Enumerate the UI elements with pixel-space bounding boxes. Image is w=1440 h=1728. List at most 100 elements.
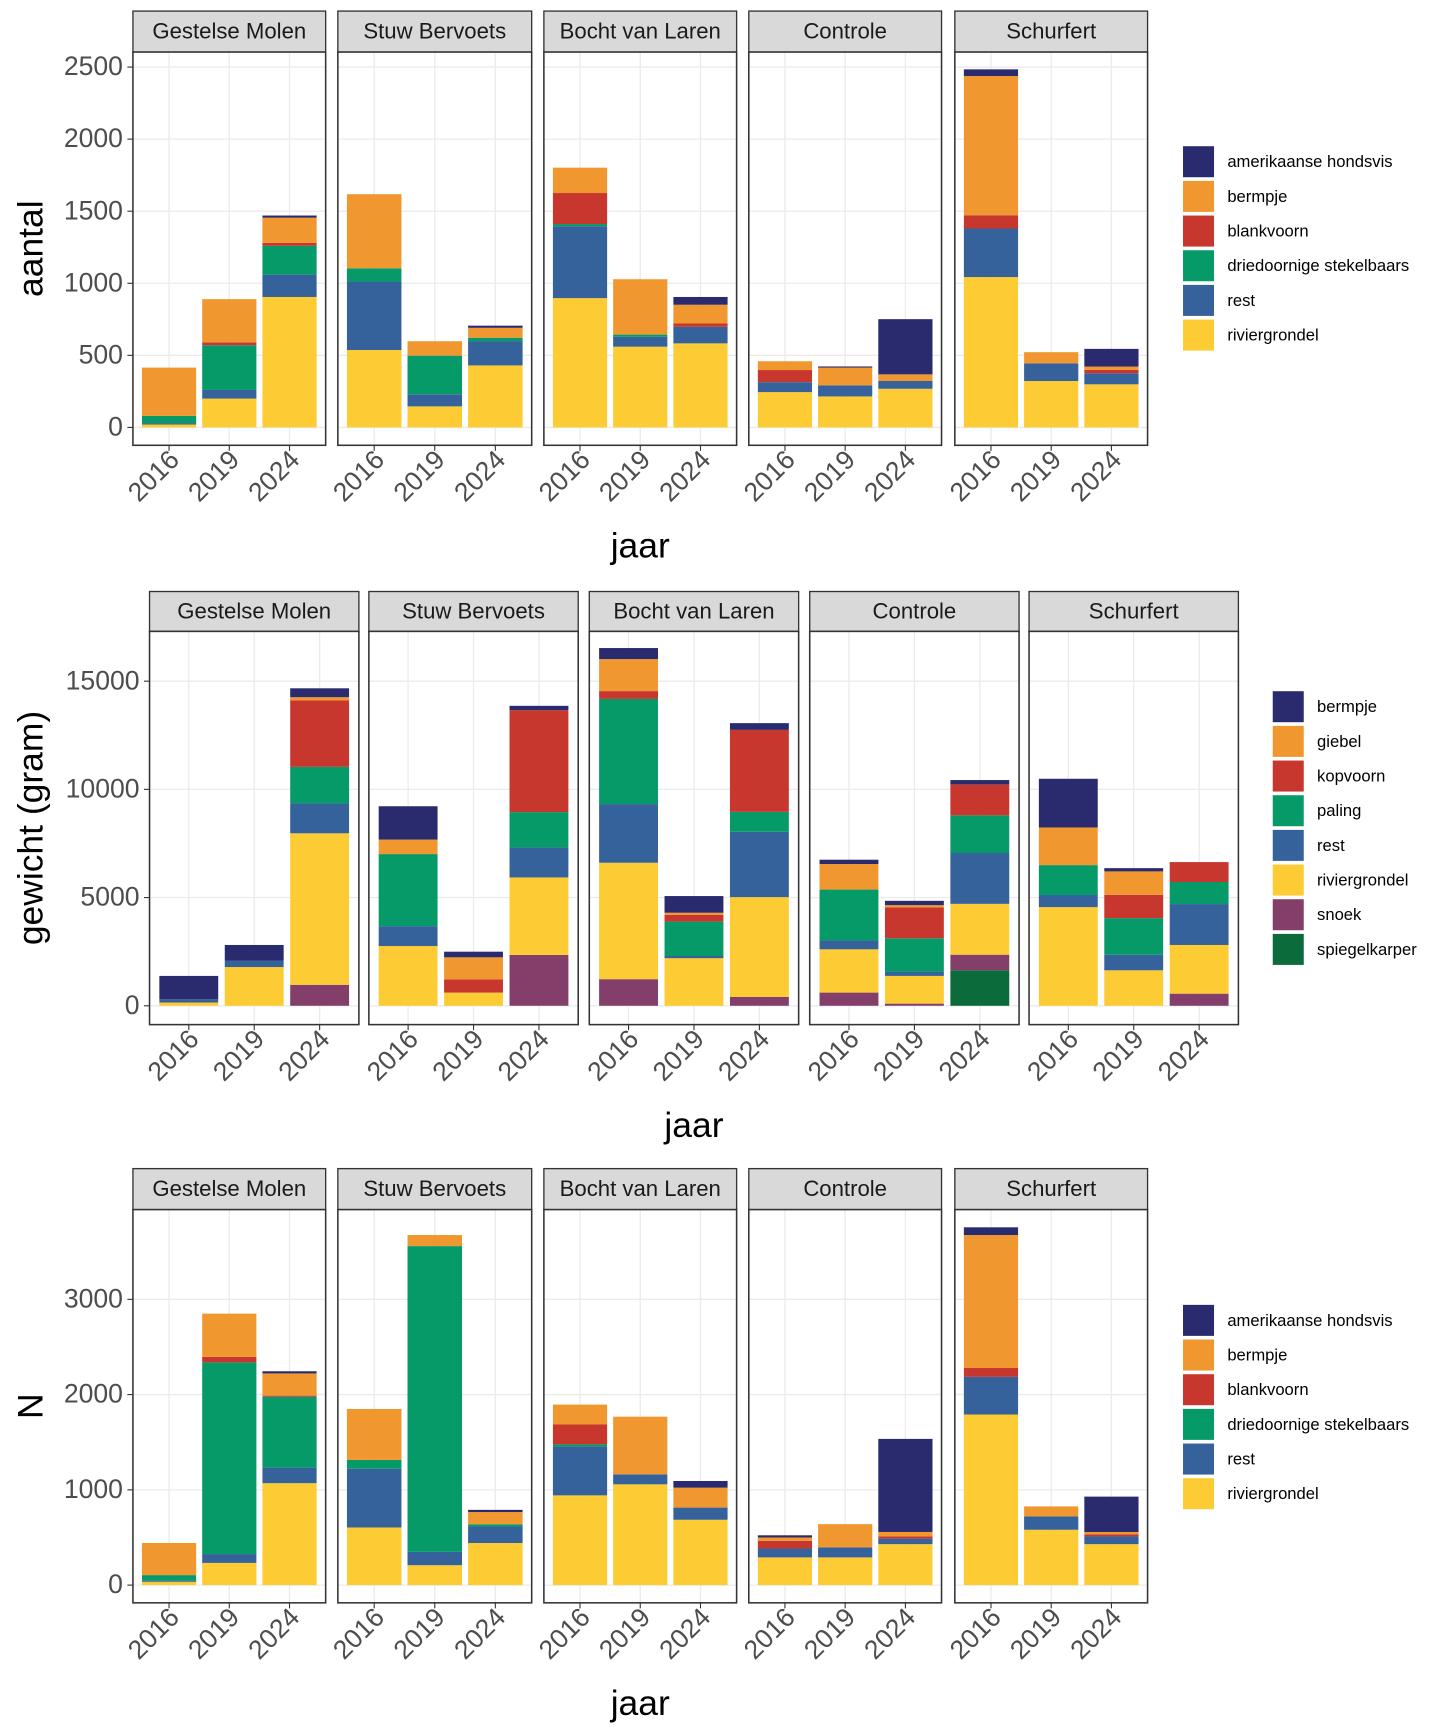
- legend-key: [1272, 760, 1304, 792]
- strip: [337, 1167, 533, 1211]
- bar-segment: [757, 382, 813, 393]
- facet-title: Bocht van Laren: [560, 19, 721, 44]
- bar-segment: [141, 423, 197, 425]
- bar-segment: [552, 224, 608, 227]
- bar-segment: [818, 1557, 873, 1586]
- bar-segment: [673, 296, 728, 305]
- x-tick-label: 2024: [448, 1602, 511, 1665]
- legend-label: blankvoorn: [1227, 222, 1308, 241]
- bar-segment: [664, 958, 724, 1006]
- bar-segment: [1038, 894, 1098, 908]
- legend-key: [1183, 1478, 1215, 1510]
- bar-segment: [664, 912, 724, 915]
- bar-segment: [729, 729, 789, 812]
- legend-key: [1183, 1374, 1215, 1406]
- panel-border: [148, 630, 360, 1026]
- strip: [748, 1167, 943, 1211]
- legend-key: [1183, 1304, 1215, 1336]
- bar-segment: [202, 398, 257, 428]
- x-tick-label: 2024: [492, 1024, 555, 1087]
- bar-segment: [729, 996, 789, 1006]
- bar-segment: [468, 1509, 523, 1513]
- bar-segment: [552, 1444, 608, 1447]
- bar-segment: [1084, 1544, 1139, 1586]
- facet-title: Schurfert: [1089, 598, 1179, 623]
- strip: [954, 10, 1149, 53]
- bar-segment: [878, 1536, 933, 1539]
- bar-segment: [1104, 954, 1164, 971]
- bar-segment: [290, 766, 350, 804]
- bar-segment: [1169, 881, 1229, 905]
- bar-segment: [224, 944, 284, 961]
- bar-segment: [950, 954, 1010, 971]
- bar-segment: [1024, 1516, 1079, 1530]
- x-tick-label: 2016: [533, 444, 596, 507]
- x-tick-label: 2024: [242, 444, 305, 507]
- bar-segment: [599, 659, 658, 692]
- bar-segment: [378, 806, 438, 840]
- bar-segment: [757, 1535, 813, 1538]
- panel-border: [954, 1208, 1149, 1604]
- bar-segment: [552, 298, 608, 428]
- bar-segment: [290, 803, 350, 834]
- x-tick-label: 2024: [653, 1602, 716, 1665]
- bar-segment: [1024, 352, 1079, 364]
- x-tick-label: 2019: [798, 1602, 861, 1665]
- bar-segment: [468, 325, 523, 328]
- bar-segment: [819, 889, 879, 941]
- bar-segment: [613, 334, 668, 337]
- y-tick-label: 3000: [64, 1283, 123, 1313]
- bar-segment: [1024, 381, 1079, 428]
- x-tick-label: 2019: [182, 444, 245, 507]
- bar-segment: [468, 1543, 523, 1586]
- x-tick-label: 2016: [327, 1602, 390, 1665]
- bar-segment: [963, 1227, 1019, 1236]
- bar-segment: [141, 1543, 197, 1576]
- facet-title: Controle: [803, 19, 887, 44]
- bar-segment: [262, 296, 317, 428]
- x-tick-label: 2024: [858, 444, 921, 507]
- bar-segment: [407, 394, 463, 407]
- bar-segment: [290, 697, 350, 701]
- legend-label: snoek: [1317, 905, 1362, 924]
- bar-segment: [141, 1580, 197, 1582]
- legend-key: [1272, 795, 1304, 827]
- x-tick-label: 2024: [933, 1024, 996, 1087]
- x-tick-label: 2016: [533, 1602, 596, 1665]
- bar-segment: [141, 424, 197, 428]
- y-tick-label: 10000: [66, 773, 140, 803]
- bar-segment: [819, 940, 879, 950]
- bar-segment: [673, 1480, 728, 1488]
- bar-segment: [884, 975, 944, 1004]
- legend-label: amerikaanse hondsvis: [1227, 152, 1392, 171]
- legend-label: rest: [1227, 1450, 1255, 1469]
- bar-segment: [613, 346, 668, 428]
- legend-key: [1183, 1339, 1215, 1371]
- panel-border: [954, 51, 1149, 447]
- bar-segment: [346, 1459, 402, 1469]
- x-tick-label: 2024: [1152, 1024, 1215, 1087]
- bar-segment: [599, 979, 658, 1006]
- bar-segment: [202, 342, 257, 346]
- y-tick-label: 0: [108, 1569, 123, 1599]
- bar-segment: [202, 1356, 257, 1363]
- bar-segment: [729, 723, 789, 730]
- facet-title: Stuw Bervoets: [363, 1176, 506, 1201]
- bar-segment: [878, 1538, 933, 1545]
- bar-segment: [224, 967, 284, 1006]
- bar-segment: [1084, 384, 1139, 428]
- panel-border: [132, 1208, 327, 1604]
- bar-segment: [141, 1575, 197, 1581]
- bar-segment: [141, 415, 197, 424]
- panel-border: [368, 630, 579, 1026]
- x-tick-label: 2016: [142, 1024, 205, 1087]
- x-axis-title: jaar: [663, 1105, 723, 1145]
- x-tick-label: 2024: [448, 444, 511, 507]
- x-tick-label: 2016: [361, 1024, 424, 1087]
- bar-segment: [729, 811, 789, 832]
- bar-segment: [884, 1003, 944, 1006]
- y-tick-label: 15000: [66, 665, 140, 695]
